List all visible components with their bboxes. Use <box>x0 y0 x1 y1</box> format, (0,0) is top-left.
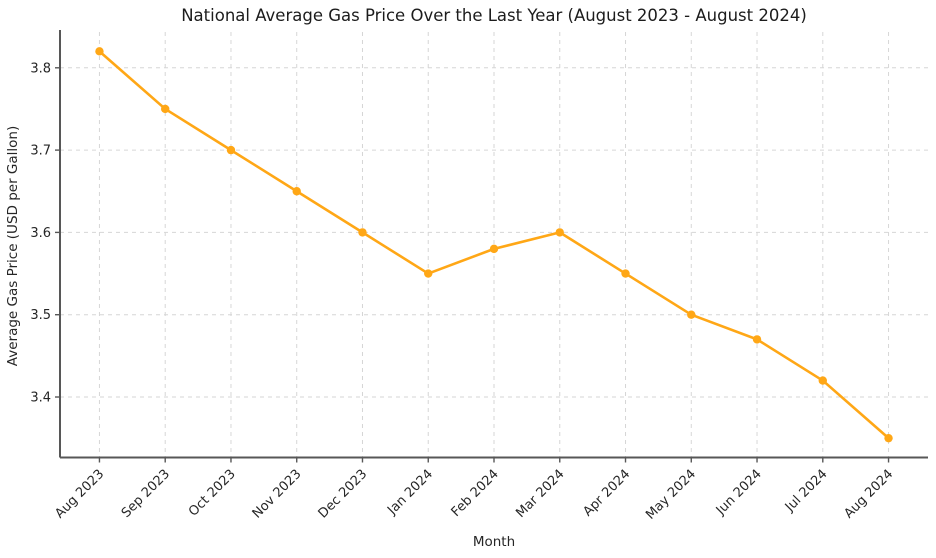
data-point-marker <box>95 47 104 56</box>
data-point-marker <box>687 310 696 319</box>
x-tick-label: Dec 2023 <box>316 467 371 522</box>
y-tick-label: 3.7 <box>30 144 51 159</box>
x-tick-label: Jun 2024 <box>713 467 765 519</box>
data-point-marker <box>752 335 762 344</box>
y-tick-label: 3.4 <box>30 391 51 406</box>
data-point-marker <box>489 244 499 254</box>
data-point-marker <box>358 228 367 237</box>
x-tick-label: Jan 2024 <box>384 467 436 519</box>
gridlines-layer <box>60 32 928 458</box>
data-point-marker <box>555 228 564 237</box>
chart-title: National Average Gas Price Over the Last… <box>181 6 807 25</box>
y-axis-label: Average Gas Price (USD per Gallon) <box>5 126 21 366</box>
x-tick-label: Jul 2024 <box>782 467 831 516</box>
y-tick-label: 3.5 <box>30 308 51 323</box>
x-tick-label: Aug 2023 <box>52 467 107 522</box>
axes-layer <box>55 30 928 463</box>
data-point-marker <box>818 376 827 385</box>
tick-labels-layer: Aug 2023 Sep 2023 Oct 2023 Nov 2023 Dec 2023… <box>30 61 896 522</box>
x-tick-label: Mar 2024 <box>513 467 567 521</box>
data-point-marker <box>226 145 236 155</box>
x-tick-label: May 2024 <box>643 467 699 523</box>
x-tick-label: Nov 2023 <box>250 467 305 522</box>
x-tick-label: Feb 2024 <box>449 467 502 520</box>
data-point-marker <box>424 269 433 278</box>
x-tick-label: Aug 2024 <box>841 467 896 522</box>
data-point-marker <box>161 104 170 114</box>
x-tick-label: Oct 2023 <box>186 467 239 520</box>
data-series-layer <box>95 47 893 443</box>
data-point-marker <box>884 433 893 443</box>
x-tick-label: Apr 2024 <box>581 467 634 520</box>
x-axis-label: Month <box>473 534 515 550</box>
data-point-marker <box>292 187 301 196</box>
x-tick-label: Sep 2023 <box>119 467 173 521</box>
y-tick-label: 3.6 <box>30 226 51 241</box>
data-point-marker <box>621 269 630 278</box>
y-tick-label: 3.8 <box>30 61 51 76</box>
